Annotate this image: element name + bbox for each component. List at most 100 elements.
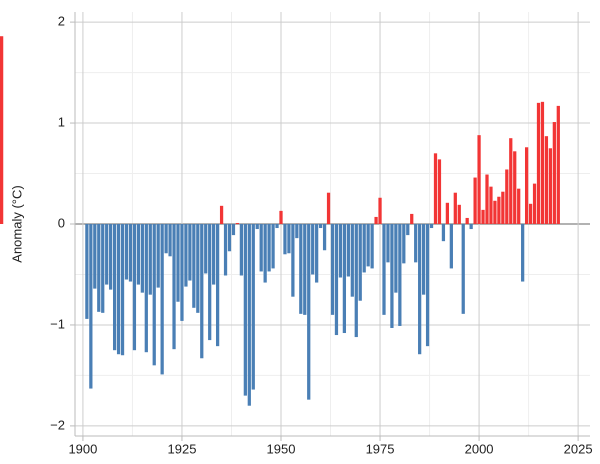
bar: [231, 224, 236, 236]
bar: [398, 224, 402, 326]
bar: [517, 188, 521, 224]
bar: [136, 224, 141, 285]
bar: [556, 105, 560, 224]
y-tick-label: −2: [50, 417, 65, 432]
bar: [259, 224, 263, 272]
bar: [342, 224, 347, 334]
bar: [101, 224, 105, 313]
bar: [457, 204, 461, 224]
bar: [243, 224, 247, 396]
bar: [548, 148, 553, 224]
bar: [271, 224, 275, 269]
bar: [172, 224, 176, 350]
bar: [255, 224, 259, 230]
bar: [279, 210, 283, 224]
bar: [239, 224, 244, 276]
bar: [477, 135, 481, 224]
bar: [350, 224, 354, 297]
bar: [330, 224, 335, 315]
bar: [358, 224, 362, 301]
bar: [295, 224, 299, 239]
bar: [124, 224, 129, 280]
bar: [208, 224, 212, 341]
bar: [489, 186, 493, 224]
y-tick-label: 1: [58, 114, 65, 129]
bar: [85, 224, 89, 319]
bar: [176, 224, 180, 302]
bar: [402, 224, 406, 264]
bar: [346, 224, 350, 277]
bar: [406, 224, 410, 236]
y-tick-label: 0: [58, 215, 65, 230]
x-tick-label: 1900: [68, 441, 97, 456]
bar: [505, 169, 509, 224]
bar: [509, 138, 513, 224]
bar: [116, 224, 121, 355]
bar: [303, 224, 307, 315]
bar: [318, 224, 323, 229]
y-tick-label: 2: [58, 14, 65, 29]
bar: [485, 174, 489, 224]
bar: [378, 197, 382, 224]
bar: [437, 159, 442, 224]
bar: [390, 224, 394, 328]
bar: [251, 224, 255, 390]
bar: [89, 224, 93, 389]
bar: [334, 224, 339, 336]
bar: [144, 224, 148, 353]
bar: [140, 224, 144, 293]
bar: [433, 153, 438, 224]
bar: [421, 224, 426, 295]
bar: [536, 102, 541, 224]
bar: [200, 224, 204, 359]
bar: [267, 224, 271, 272]
bar: [544, 136, 549, 224]
bar: [204, 224, 208, 274]
bar: [521, 224, 525, 282]
bar: [105, 224, 109, 285]
bar: [212, 224, 216, 285]
bar: [366, 224, 370, 267]
bar: [461, 224, 465, 314]
bar: [120, 224, 125, 356]
bar: [524, 147, 529, 224]
bar: [311, 224, 315, 275]
bar: [156, 224, 160, 288]
bar: [441, 224, 446, 242]
bar: [109, 224, 113, 290]
y-tick-label: −1: [50, 316, 65, 331]
bar: [501, 191, 505, 224]
bar: [223, 224, 228, 276]
bar: [493, 200, 497, 224]
bar: [0, 36, 4, 224]
x-tick-label: 1975: [366, 441, 395, 456]
bar: [540, 101, 545, 224]
bar: [192, 224, 196, 308]
bar: [307, 224, 311, 400]
bar: [453, 192, 457, 224]
bar: [93, 224, 97, 289]
bar: [168, 224, 172, 257]
bar: [148, 224, 152, 295]
x-tick-label: 1950: [267, 441, 296, 456]
bar: [425, 224, 430, 347]
bar: [184, 224, 188, 287]
bar: [112, 224, 117, 351]
bar: [481, 209, 485, 224]
bar: [469, 224, 473, 230]
bar: [263, 224, 267, 283]
bar: [532, 183, 537, 224]
bar: [235, 222, 240, 224]
bar: [196, 224, 200, 313]
bar: [160, 224, 164, 375]
bar: [410, 213, 414, 224]
bar: [299, 224, 303, 314]
bar: [152, 224, 156, 366]
bar: [374, 216, 378, 224]
bar: [164, 224, 168, 254]
bar: [326, 192, 331, 224]
x-tick-label: 2000: [465, 441, 494, 456]
bar: [97, 224, 101, 312]
bar: [128, 224, 133, 282]
